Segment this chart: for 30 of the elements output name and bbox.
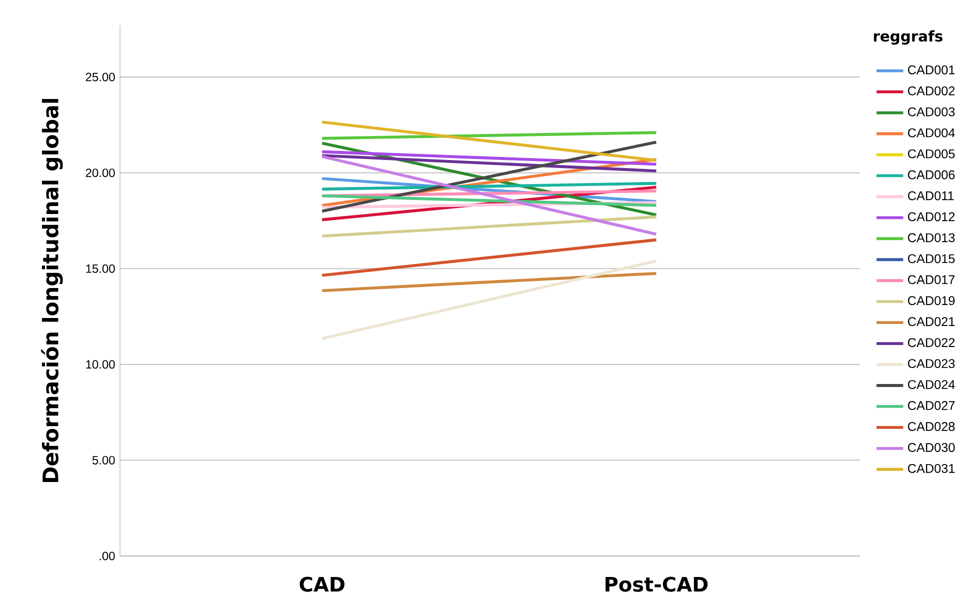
- legend-label: CAD021: [908, 317, 955, 326]
- legend-label: CAD012: [908, 212, 955, 222]
- legend-label: CAD013: [908, 233, 955, 242]
- legend-title: reggrafs: [874, 30, 942, 45]
- y-tick-label: 10.00: [86, 360, 115, 369]
- y-axis-title: Deformación longitudinal global: [41, 99, 63, 482]
- legend-label: CAD002: [908, 86, 955, 96]
- y-tick-label: 20.00: [86, 168, 115, 178]
- legend-label: CAD028: [908, 422, 955, 431]
- legend-label: CAD030: [908, 443, 955, 452]
- legend-label: CAD001: [908, 65, 955, 74]
- legend-label: CAD017: [908, 275, 955, 284]
- legend-label: CAD027: [908, 401, 955, 410]
- legend-label: CAD004: [908, 128, 955, 138]
- legend-label: CAD024: [908, 380, 955, 390]
- legend-label: CAD011: [908, 191, 954, 200]
- legend-label: CAD031: [908, 464, 955, 473]
- legend-label: CAD019: [908, 296, 955, 306]
- x-tick-label: CAD: [300, 576, 344, 592]
- legend-label: CAD003: [908, 107, 955, 116]
- legend-label: CAD015: [908, 254, 955, 264]
- x-tick-label: Post-CAD: [606, 576, 708, 592]
- legend-label: CAD023: [908, 359, 955, 368]
- y-tick-label: 25.00: [86, 72, 115, 82]
- y-tick-label: 15.00: [86, 264, 115, 273]
- y-tick-label: 5.00: [92, 456, 115, 464]
- legend-label: CAD022: [908, 338, 955, 348]
- legend-label: CAD005: [908, 149, 955, 158]
- y-tick-label: .00: [100, 552, 115, 560]
- legend-label: CAD006: [908, 170, 955, 180]
